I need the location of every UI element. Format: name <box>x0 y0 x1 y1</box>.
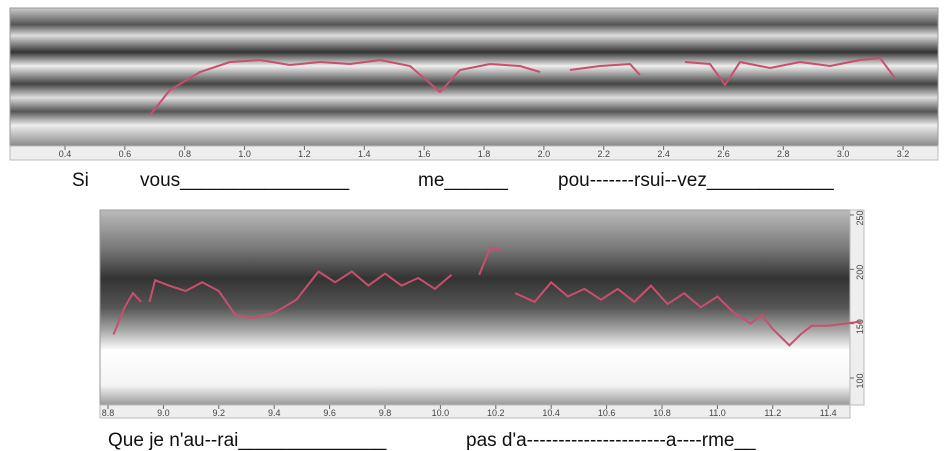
x-tick-label: 10.6 <box>598 408 616 418</box>
x-tick-label: 10.8 <box>653 408 671 418</box>
x-tick-label: 1.4 <box>358 149 371 159</box>
x-tick-label: 1.6 <box>418 149 431 159</box>
lyric: vous________________ <box>140 170 350 191</box>
y-tick-label: 250 <box>855 210 865 225</box>
x-tick-label: 11.4 <box>820 408 837 418</box>
x-tick-label: 3.0 <box>837 149 850 159</box>
x-tick-label: 2.4 <box>657 149 670 159</box>
lyric: pas d'a----------------------a----rme__ <box>466 430 756 451</box>
pitch-contour <box>112 246 862 347</box>
x-tick-label: 10.0 <box>432 408 450 418</box>
x-tick-label: 2.0 <box>538 149 551 159</box>
x-tick-label: 9.2 <box>213 408 226 418</box>
pitch-contour-top <box>149 56 896 116</box>
x-tick-label: 10.2 <box>487 408 505 418</box>
y-tick-label: 200 <box>855 265 865 280</box>
x-tick-label: 9.0 <box>157 408 170 418</box>
x-tick-label: 10.4 <box>542 408 560 418</box>
time-axis-top <box>9 145 939 161</box>
x-tick-label: 0.6 <box>119 149 132 159</box>
lyric: me______ <box>418 170 508 191</box>
lyric: Si <box>72 170 89 191</box>
x-tick-label: 1.8 <box>478 149 491 159</box>
x-tick-label: 8.8 <box>102 408 115 418</box>
x-tick-label: 11.2 <box>764 408 781 418</box>
x-tick-label: 2.2 <box>597 149 610 159</box>
spectrogram-bottom <box>99 209 851 406</box>
freq-axis <box>849 209 865 406</box>
x-tick-label: 9.4 <box>268 408 281 418</box>
y-tick-label: 100 <box>855 373 865 388</box>
x-tick-label: 1.0 <box>238 149 251 159</box>
x-tick-label: 9.8 <box>379 408 392 418</box>
x-tick-label: 3.2 <box>897 149 910 159</box>
spectrogram-top <box>9 7 939 147</box>
x-tick-label: 11.0 <box>709 408 726 418</box>
y-tick-label: 150 <box>855 319 865 334</box>
x-tick-label: 2.6 <box>717 149 730 159</box>
x-tick-label: 1.2 <box>298 149 311 159</box>
x-tick-label: 0.4 <box>59 149 72 159</box>
x-tick-label: 9.6 <box>323 408 336 418</box>
x-tick-label: 2.8 <box>777 149 790 159</box>
lyric: pou-------rsui--vez____________ <box>558 170 834 191</box>
lyric: Que je n'au--rai______________ <box>108 430 387 451</box>
x-tick-label: 0.8 <box>178 149 191 159</box>
